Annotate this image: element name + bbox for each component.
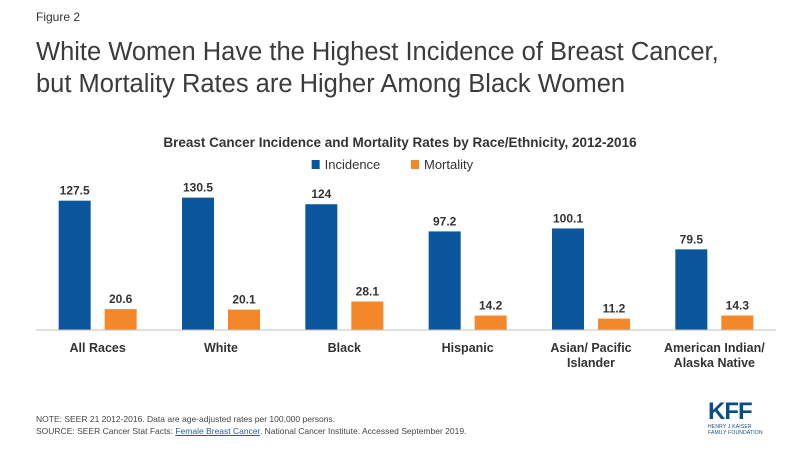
category-label: Hispanic	[442, 341, 494, 355]
figure-label: Figure 2	[36, 10, 81, 24]
bar-incidence	[552, 228, 584, 330]
bar-mortality	[474, 315, 507, 330]
bar-mortality	[228, 309, 260, 330]
data-label-mortality: 28.1	[356, 284, 380, 298]
category-label: American Indian/	[664, 341, 765, 355]
category-label: Islander	[567, 356, 615, 370]
logo-line-1: HENRY J KAISER	[708, 424, 752, 430]
logo-line-2: FAMILY FOUNDATION	[708, 430, 763, 436]
source-link[interactable]: Female Breast Cancer	[175, 426, 260, 436]
data-label-incidence: 130.5	[183, 181, 213, 195]
bar-incidence	[675, 249, 708, 330]
legend-label-incidence: Incidence	[325, 157, 381, 172]
category-label: White	[204, 341, 238, 355]
legend-swatch-incidence	[311, 160, 320, 169]
bar-incidence	[305, 204, 338, 330]
bar-mortality	[598, 318, 630, 330]
category-label: All Races	[70, 341, 126, 355]
bar-incidence	[182, 197, 214, 330]
chart-title: Breast Cancer Incidence and Mortality Ra…	[163, 135, 637, 150]
bar-chart: Breast Cancer Incidence and Mortality Ra…	[36, 135, 776, 370]
data-label-mortality: 14.3	[726, 298, 750, 312]
title-line-2: but Mortality Rates are Higher Among Bla…	[36, 70, 626, 98]
data-label-incidence: 127.5	[60, 184, 90, 198]
page-title: White Women Have the Highest Incidence o…	[36, 36, 776, 100]
footer-note: NOTE: SEER 21 2012-2016. Data are age-ad…	[36, 414, 336, 424]
data-label-incidence: 124	[311, 187, 331, 201]
bar-mortality	[104, 309, 137, 330]
data-label-mortality: 14.2	[479, 299, 503, 313]
bar-mortality	[351, 301, 384, 330]
data-label-incidence: 97.2	[433, 214, 457, 228]
bar-incidence	[428, 231, 461, 330]
footer: NOTE: SEER 21 2012-2016. Data are age-ad…	[36, 413, 466, 437]
category-label: Alaska Native	[674, 356, 755, 370]
footer-source: SOURCE: SEER Cancer Stat Facts: Female B…	[36, 425, 466, 437]
data-label-mortality: 20.6	[109, 292, 133, 306]
bar-mortality	[721, 315, 754, 330]
category-label: Asian/ Pacific	[550, 341, 631, 355]
data-label-incidence: 79.5	[680, 232, 704, 246]
source-prefix: SOURCE: SEER Cancer Stat Facts:	[36, 426, 176, 436]
title-line-1: White Women Have the Highest Incidence o…	[36, 38, 719, 66]
data-label-mortality: 20.1	[232, 293, 256, 307]
legend-label-mortality: Mortality	[424, 157, 474, 172]
bar-incidence	[58, 200, 91, 330]
source-suffix: . National Cancer Institute. Accessed Se…	[259, 426, 467, 436]
logo-mark: KFF	[708, 398, 753, 425]
kff-logo: KFF HENRY J KAISER FAMILY FOUNDATION	[708, 400, 770, 440]
category-label: Black	[328, 341, 361, 355]
legend-swatch-mortality	[411, 160, 419, 169]
data-label-incidence: 100.1	[553, 211, 583, 225]
data-label-mortality: 11.2	[603, 302, 626, 316]
